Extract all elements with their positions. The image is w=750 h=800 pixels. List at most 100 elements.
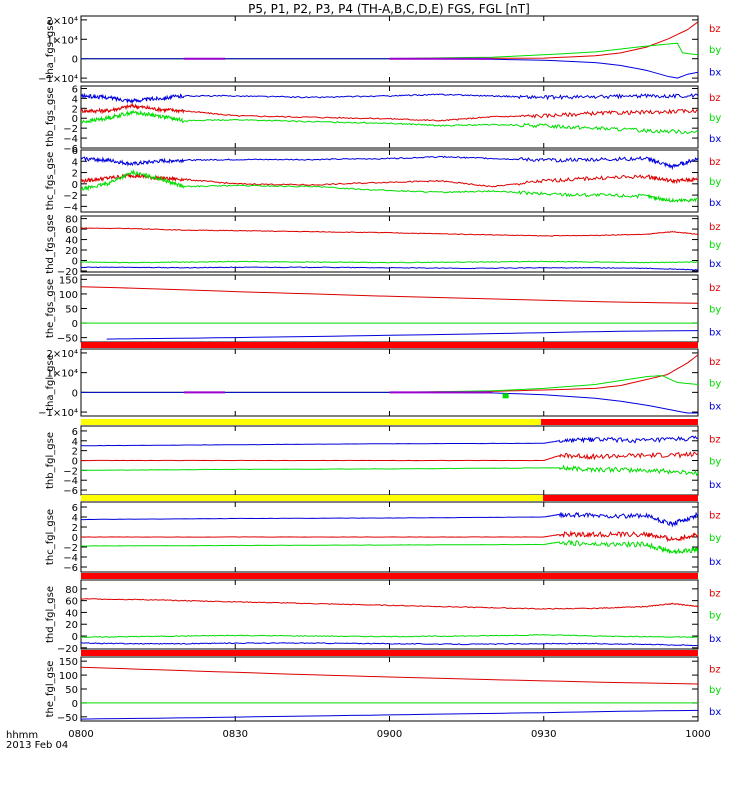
legend-bz: bz — [709, 283, 721, 294]
y-tick-label: 0 — [72, 457, 78, 468]
legend-bx: bx — [709, 198, 721, 209]
y-tick-label: 20 — [65, 246, 78, 257]
series-line-bz — [81, 530, 698, 543]
x-tick-label: 1000 — [685, 729, 710, 740]
series-line-by — [81, 260, 698, 264]
legend-by: by — [709, 240, 721, 251]
y-tick-label: −20 — [57, 644, 78, 655]
panel-ylabel: the_fgl_gse — [45, 661, 56, 718]
legend-by: by — [709, 611, 721, 622]
series-line-bz — [81, 598, 698, 610]
time-unit-label: hhmm — [6, 730, 38, 741]
panel-ylabel: tha_fgs_gse — [45, 19, 56, 78]
y-tick-label: 150 — [59, 657, 78, 668]
y-tick-label: −6 — [63, 563, 78, 574]
y-tick-label: 0 — [72, 55, 78, 66]
x-tick-label: 0830 — [223, 729, 248, 740]
panel-frame — [80, 215, 699, 273]
y-tick-label: 60 — [65, 597, 78, 608]
y-tick-label: −6 — [63, 486, 78, 497]
panel-ylabel: tha_fgl_gse — [45, 354, 56, 411]
series-line-bz — [81, 102, 698, 122]
y-tick-label: 0 — [72, 632, 78, 643]
y-tick-label: 2 — [72, 523, 78, 534]
y-tick-label: 80 — [65, 215, 78, 226]
series-line-bz — [81, 354, 698, 393]
series-line-bz — [81, 227, 698, 237]
y-tick-label: 40 — [65, 236, 78, 247]
legend-bx: bx — [709, 259, 721, 270]
legend-bx: bx — [709, 401, 721, 412]
flag-bar-yellow-2 — [81, 495, 543, 501]
y-tick-label: −50 — [57, 334, 78, 345]
y-tick-label: 2 — [72, 104, 78, 115]
y-tick-label: 40 — [65, 608, 78, 619]
panel-ylabel: thd_fgs_gse — [45, 214, 56, 273]
y-tick-label: −2 — [63, 124, 78, 135]
series-line-bx — [81, 709, 698, 720]
legend-by: by — [709, 177, 721, 188]
x-tick-label: 0900 — [377, 729, 402, 740]
series-line-by — [81, 464, 698, 477]
legend-bx: bx — [709, 707, 721, 718]
y-tick-label: 1×10⁴ — [47, 369, 78, 380]
series-line-bx — [81, 58, 698, 79]
y-tick-label: 100 — [59, 290, 78, 301]
legend-bz: bz — [709, 157, 721, 168]
y-tick-label: 6 — [72, 503, 78, 514]
panel-frame — [80, 15, 699, 83]
series-line-by — [81, 634, 698, 639]
y-tick-label: −50 — [57, 713, 78, 724]
y-tick-label: 4 — [72, 157, 78, 168]
series-line-bx — [81, 266, 698, 271]
legend-by: by — [709, 533, 721, 544]
series-line-by — [81, 169, 698, 203]
panel-ylabel: thc_fgl_gse — [45, 509, 56, 565]
y-tick-label: 6 — [72, 146, 78, 157]
panel-ylabel: thb_fgl_gse — [45, 432, 56, 489]
series-line-bx — [81, 155, 698, 171]
y-tick-label: −1×10⁴ — [38, 408, 78, 419]
legend-bx: bx — [709, 134, 721, 145]
y-tick-label: 6 — [72, 84, 78, 95]
series-line-bx — [81, 92, 698, 104]
legend-bz: bz — [709, 24, 721, 35]
legend-bx: bx — [709, 557, 721, 568]
y-tick-label: 2×10⁴ — [47, 16, 78, 27]
y-tick-label: 4 — [72, 94, 78, 105]
y-tick-label: −4 — [63, 134, 78, 145]
legend-bx: bx — [709, 480, 721, 491]
series-line-by — [81, 42, 698, 60]
y-tick-label: 0 — [72, 114, 78, 125]
legend-by: by — [709, 457, 721, 468]
flag-bar-red-4 — [81, 573, 698, 579]
y-tick-label: −4 — [63, 476, 78, 487]
flag-bar-red-2 — [541, 419, 698, 425]
flag-bar-red-5 — [81, 650, 698, 656]
series-line-bz — [81, 172, 698, 188]
y-tick-label: −4 — [63, 202, 78, 213]
y-tick-label: 4 — [72, 437, 78, 448]
legend-bz: bz — [709, 434, 721, 445]
legend-by: by — [709, 379, 721, 390]
y-tick-label: 100 — [59, 671, 78, 682]
y-tick-label: 150 — [59, 275, 78, 286]
y-tick-label: 2 — [72, 169, 78, 180]
series-line-bx — [81, 435, 698, 447]
legend-bx: bx — [709, 327, 721, 338]
legend-bz: bz — [709, 511, 721, 522]
flag-bar-red-3 — [543, 495, 698, 501]
y-tick-label: 20 — [65, 620, 78, 631]
legend-by: by — [709, 45, 721, 56]
y-tick-label: 0 — [72, 699, 78, 710]
legend-by: by — [709, 113, 721, 124]
